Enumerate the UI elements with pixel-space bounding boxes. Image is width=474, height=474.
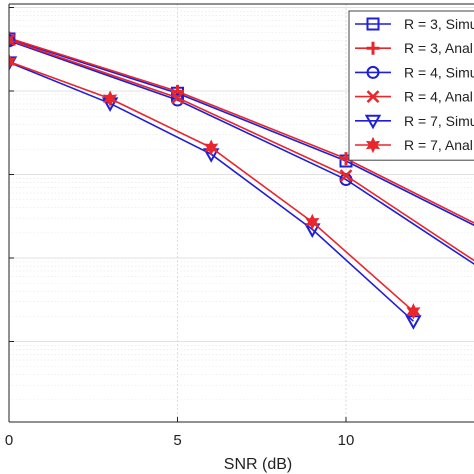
marker-x xyxy=(9,33,16,47)
legend-label: R = 4, Anal xyxy=(404,89,473,105)
legend-entry: R = 3, Simu xyxy=(355,16,474,32)
legend-entry: R = 3, Anal xyxy=(355,40,473,56)
marker-hexagram xyxy=(9,53,17,70)
marker-hexagram xyxy=(365,136,381,154)
legend-label: R = 3, Anal xyxy=(404,40,473,56)
legend-label: R = 3, Simu xyxy=(404,16,474,32)
marker-hexagram xyxy=(204,139,219,156)
x-tick-labels: 0 5 10 xyxy=(5,432,355,449)
series-line xyxy=(9,39,474,262)
marker-square xyxy=(366,17,380,31)
marker-plus xyxy=(171,84,184,98)
x-tick-label: 0 xyxy=(5,432,13,449)
marker-circle xyxy=(366,65,380,79)
legend-label: R = 4, Simu xyxy=(404,64,474,80)
series-r-4-anal xyxy=(9,33,474,262)
marker-hexagram xyxy=(406,303,421,320)
marker-x xyxy=(339,169,353,182)
marker-circle xyxy=(9,34,16,48)
x-tick-label: 5 xyxy=(173,432,181,449)
x-tick-label: 10 xyxy=(338,432,355,449)
legend-entry: R = 4, Simu xyxy=(355,64,474,80)
legend-entry: R = 7, Anal xyxy=(355,136,473,154)
legend-box xyxy=(348,10,474,161)
legend-entry: R = 7, Simu xyxy=(355,113,474,130)
legend-label: R = 7, Simu xyxy=(404,113,474,129)
marker-hexagram xyxy=(103,90,118,107)
marker-plus xyxy=(366,41,380,55)
legend-entry: R = 4, Anal xyxy=(355,89,473,105)
legend: R = 3, Simu R = 3, Anal R = 4, Simu R = 4, … xyxy=(348,10,474,161)
x-axis-label: SNR (dB) xyxy=(224,456,292,473)
series-r-7-anal xyxy=(9,53,421,320)
axes xyxy=(8,3,474,423)
marker-hexagram xyxy=(305,213,320,231)
series-layer xyxy=(9,31,474,330)
series-line xyxy=(9,39,474,265)
marker-triangle xyxy=(364,114,382,130)
marker-x xyxy=(171,91,184,105)
legend-label: R = 7, Anal xyxy=(404,137,473,153)
series-line xyxy=(9,37,474,224)
marker-x xyxy=(366,90,380,103)
series-line xyxy=(9,38,474,227)
